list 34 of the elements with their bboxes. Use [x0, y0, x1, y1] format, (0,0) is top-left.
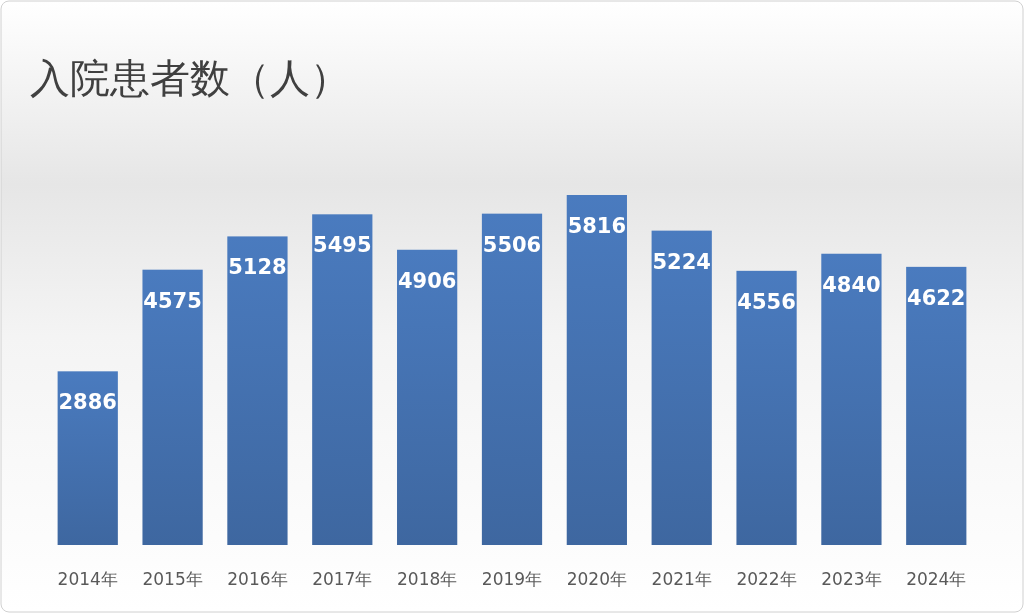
bar — [736, 270, 797, 545]
data-label: 4840 — [822, 272, 881, 297]
data-label: 5128 — [228, 255, 287, 280]
bar — [397, 249, 458, 545]
x-tick-label: 2023年 — [821, 569, 882, 589]
data-label: 5495 — [313, 233, 372, 258]
data-label: 4622 — [907, 285, 966, 310]
x-tick-label: 2024年 — [906, 569, 967, 589]
bar — [57, 371, 118, 545]
bar — [481, 213, 543, 545]
x-tick-label: 2015年 — [142, 569, 203, 589]
x-tick-label: 2016年 — [227, 569, 288, 589]
bar — [566, 195, 627, 545]
data-label: 4556 — [737, 289, 796, 314]
x-tick-label: 2019年 — [481, 569, 543, 589]
data-label: 2886 — [58, 390, 117, 415]
x-tick-label: 2022年 — [736, 569, 797, 589]
chart-title: 入院患者数（人） — [30, 55, 350, 101]
bar — [651, 230, 712, 545]
bar — [142, 269, 203, 545]
bar — [312, 214, 373, 545]
data-label: 4906 — [397, 268, 457, 293]
bar — [906, 266, 967, 545]
data-label: 5816 — [567, 214, 627, 238]
bar — [227, 236, 288, 545]
x-tick-label: 2020年 — [566, 569, 627, 589]
x-tick-label: 2021年 — [651, 569, 712, 589]
data-label: 5224 — [652, 249, 711, 274]
data-label: 4575 — [143, 288, 202, 313]
x-tick-label: 2017年 — [312, 569, 373, 589]
bar — [821, 253, 882, 545]
x-tick-label: 2018年 — [397, 569, 458, 589]
data-label: 5506 — [482, 232, 542, 257]
x-tick-label: 2014年 — [57, 569, 118, 589]
